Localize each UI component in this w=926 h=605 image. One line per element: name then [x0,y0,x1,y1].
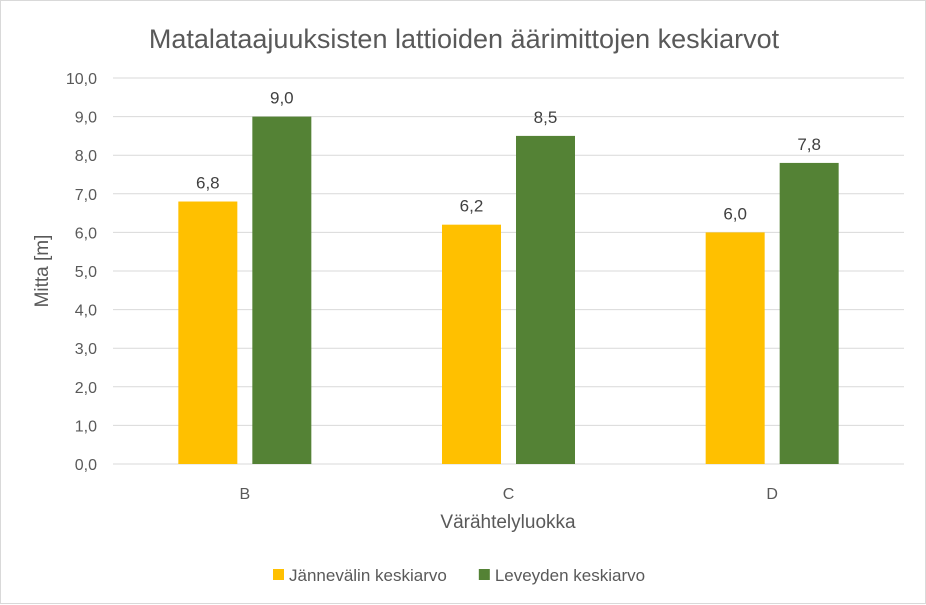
y-tick-label: 0,0 [75,457,97,474]
data-label: 7,8 [797,135,821,154]
y-tick-label: 4,0 [75,303,97,320]
y-tick-label: 7,0 [75,187,97,204]
y-axis-ticks: 0,0 1,0 2,0 3,0 4,0 5,0 6,0 7,0 8,0 9,0 10,0 [66,71,97,474]
x-tick-label: D [766,486,778,503]
legend-label: Leveyden keskiarvo [495,566,645,585]
bar [442,224,501,464]
gridlines [113,77,904,465]
data-label: 9,0 [270,89,294,108]
bars: 6,8 9,0 6,2 8,5 6,0 7,8 [178,89,839,465]
data-label: 6,8 [196,174,220,193]
y-tick-label: 6,0 [75,225,97,242]
y-tick-label: 1,0 [75,418,97,435]
y-tick-label: 3,0 [75,341,97,358]
legend-label: Jännevälin keskiarvo [289,566,447,585]
chart-title: Matalataajuuksisten lattioiden äärimitto… [149,24,780,54]
y-tick-label: 9,0 [75,110,97,127]
data-label: 6,0 [723,204,747,223]
legend: Jännevälin keskiarvo Leveyden keskiarvo [273,566,645,585]
bar [705,232,765,464]
y-tick-label: 5,0 [75,264,97,281]
x-axis-title: Värähtelyluokka [440,512,576,533]
x-axis-ticks: B C D [239,486,777,503]
legend-swatch [478,569,490,580]
y-axis-title: Mitta [m] [32,235,53,308]
y-tick-label: 2,0 [75,380,97,397]
x-tick-label: C [503,486,515,503]
data-label: 6,2 [460,197,484,216]
data-label: 8,5 [534,108,558,127]
y-tick-label: 8,0 [75,148,97,165]
y-tick-label: 10,0 [66,71,97,88]
legend-swatch [273,569,284,580]
x-tick-label: B [239,486,250,503]
bar [516,135,575,464]
bar [779,162,839,465]
bar [252,116,312,464]
bar [178,201,238,464]
